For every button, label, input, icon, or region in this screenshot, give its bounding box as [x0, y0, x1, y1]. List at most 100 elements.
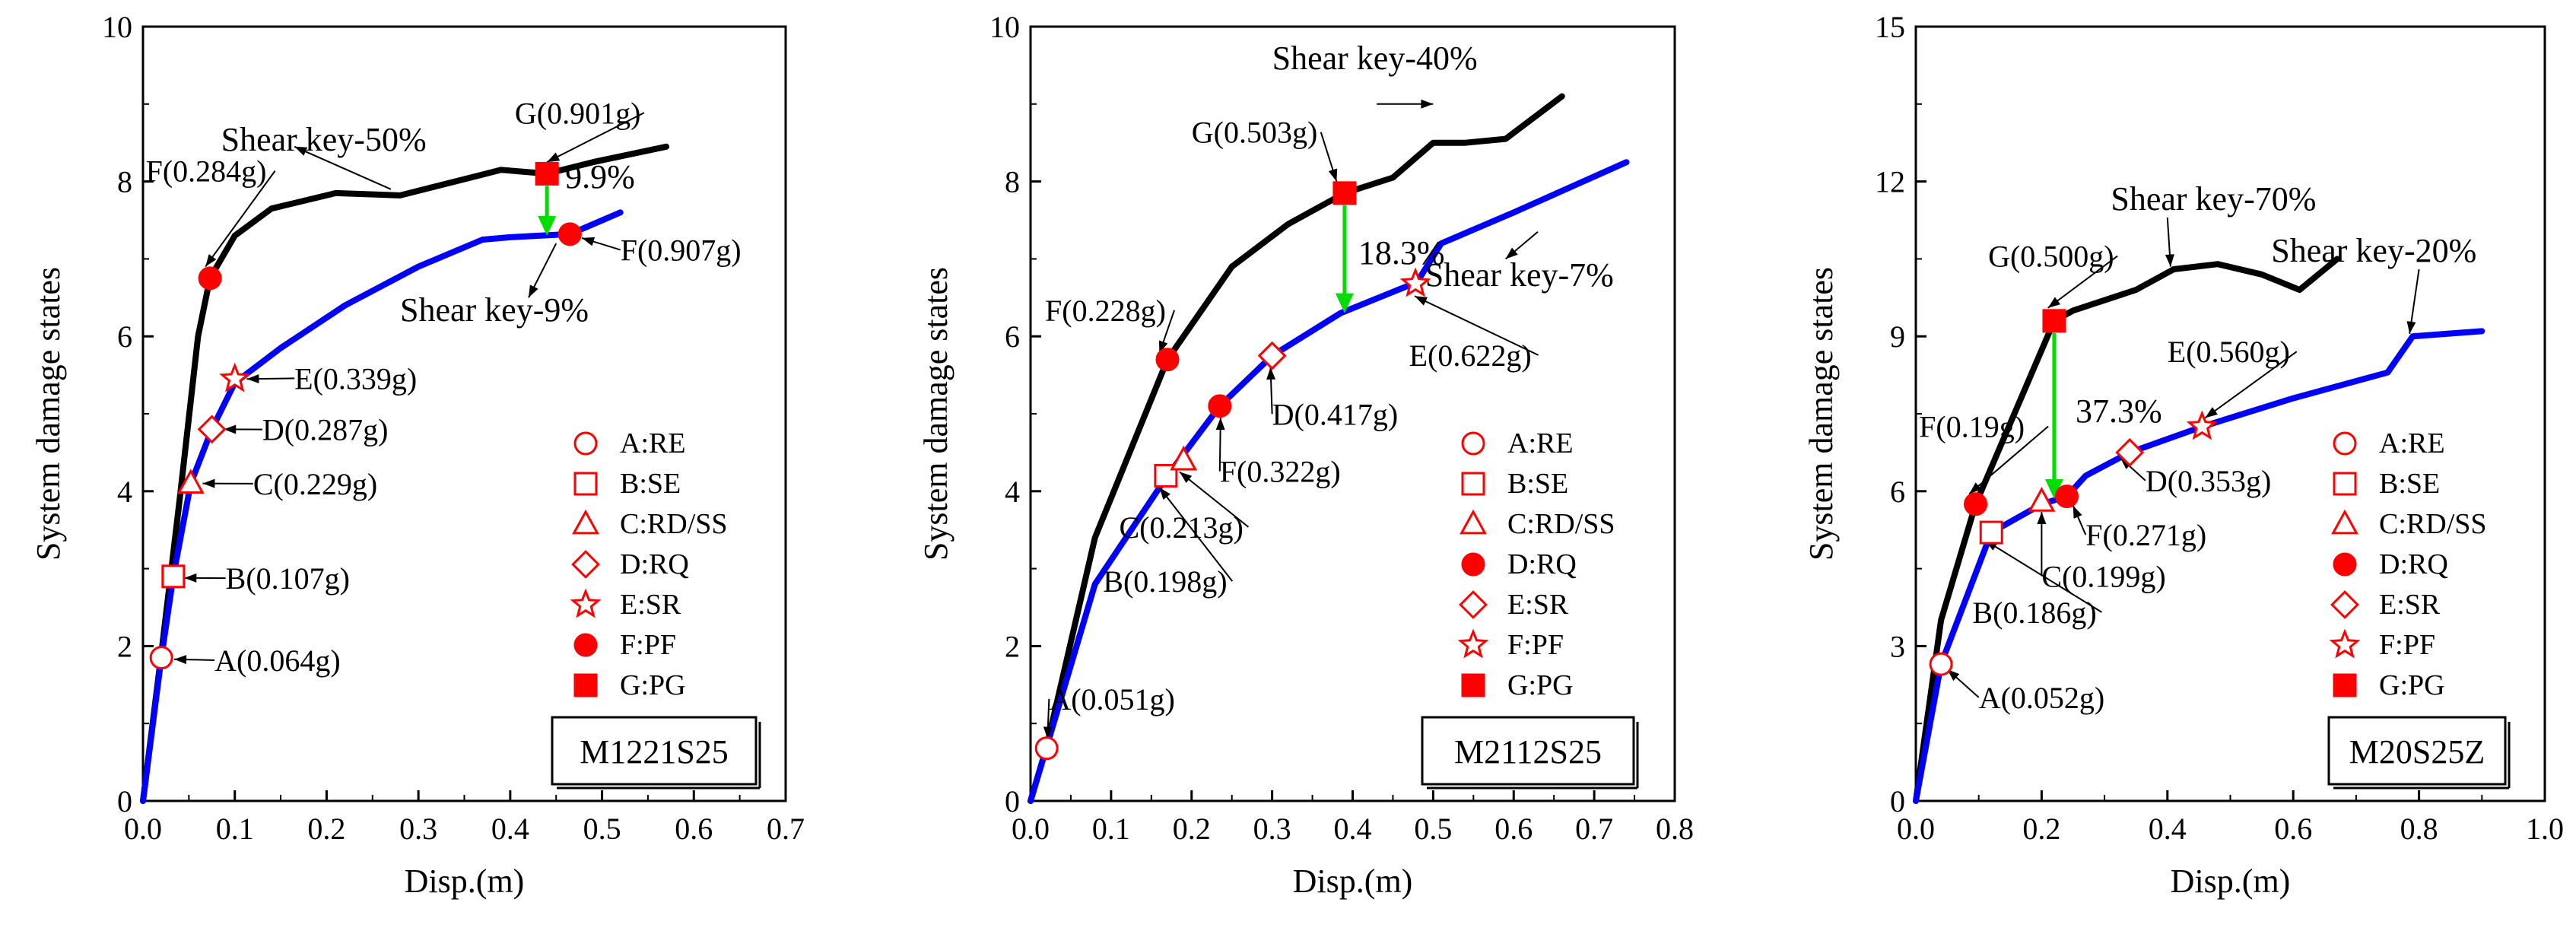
marker-square-open [161, 564, 186, 589]
point-label: B(0.198g) [1103, 564, 1227, 599]
legend-entry: F:PF [1507, 629, 1564, 661]
legend-marker [571, 550, 600, 579]
series-name-label: Shear key-70% [2111, 180, 2316, 218]
point-label-arrow-line [1158, 487, 1234, 582]
y-axis-label: System damage states [917, 267, 954, 561]
y-tick-label: 6 [117, 319, 132, 354]
series-name-arrow [2165, 218, 2174, 267]
series-line-black [1913, 256, 2341, 804]
point-label-arrow [246, 373, 295, 383]
x-tick-label: 0.4 [2149, 812, 2187, 846]
y-tick-label: 8 [1005, 165, 1020, 199]
series-line-blue [1913, 328, 2485, 804]
x-tick-label: 0.2 [2022, 812, 2060, 846]
legend-marker [2333, 431, 2357, 456]
marker-circle-filled [1155, 348, 1180, 372]
panel-id-box [1421, 716, 1635, 786]
point-label-arrow-head [1215, 418, 1225, 431]
point-label-arrow [2047, 255, 2118, 309]
point-label: F(0.271g) [2085, 518, 2206, 552]
point-label-arrow [1179, 471, 1250, 528]
gap-arrow-head [538, 215, 557, 236]
marker-diamond-open [1257, 341, 1287, 370]
y-tick-label: 6 [1890, 475, 1905, 509]
legend-marker [1461, 673, 1485, 697]
legend-entry: F:PF [620, 629, 676, 661]
x-tick-label: 0.6 [2274, 812, 2312, 846]
marker-circle-filled [1208, 394, 1232, 418]
series-name-label: Shear key-7% [1425, 256, 1614, 294]
marker-square-filled [535, 161, 559, 186]
marker-triangle-open [1170, 445, 1198, 471]
point-label-arrow-line [2204, 351, 2298, 419]
point-label: B(0.186g) [1972, 596, 2096, 630]
series-name-arrow [2406, 268, 2420, 334]
series-name-arrow [294, 145, 392, 190]
marker-circle-filled [557, 222, 582, 246]
point-label-arrow-line [1414, 295, 1539, 356]
series-name-arrow [1377, 99, 1434, 109]
marker-circle-filled [2054, 485, 2079, 509]
point-label-arrow-head [1266, 367, 1276, 380]
y-tick-label: 9 [1890, 319, 1905, 354]
point-label: C(0.229g) [253, 467, 377, 501]
point-label: A(0.051g) [1049, 682, 1175, 717]
point-label-arrow-head [224, 424, 237, 434]
legend-marker [2333, 552, 2357, 577]
point-label-arrow [205, 170, 276, 268]
point-label-arrow [2204, 351, 2298, 419]
series-name-label: Shear key-20% [2271, 232, 2476, 269]
marker-square-open [1979, 520, 2003, 545]
point-label-arrow [2072, 505, 2087, 535]
y-tick-label: 4 [117, 475, 132, 509]
y-axis-label: System damage states [30, 267, 67, 561]
point-label-arrow-head [1159, 487, 1170, 500]
x-tick-label: 0.6 [1494, 812, 1533, 846]
point-label-arrow-head [2047, 297, 2061, 308]
point-label-arrow-head [2037, 511, 2047, 524]
point-label-arrow-head [174, 655, 187, 665]
panel-id-label: M20S25Z [2349, 733, 2485, 771]
x-tick-label: 0.2 [307, 812, 345, 846]
point-label: C(0.199g) [2041, 559, 2165, 593]
series-name-arrow-head [1505, 247, 1518, 259]
point-label: F(0.228g) [1045, 294, 1166, 328]
point-label: E(0.339g) [294, 361, 417, 396]
series-name-arrow-head [1421, 99, 1434, 109]
legend-entry: A:RE [620, 427, 686, 459]
legend-entry: F:PF [2379, 629, 2435, 661]
x-tick-label: 1.0 [2526, 812, 2564, 846]
point-label-arrow [174, 655, 215, 665]
gap-arrow-head [1335, 293, 1354, 313]
y-tick-label: 12 [1875, 165, 1905, 199]
legend-marker [572, 509, 599, 535]
x-tick-label: 0.2 [1173, 812, 1211, 846]
series-name-arrow-line [294, 145, 392, 190]
x-tick-label: 0.3 [399, 812, 437, 846]
legend-entry: C:RD/SS [1507, 508, 1615, 540]
marker-square-filled [1332, 181, 1357, 205]
series-line-black [1028, 93, 1565, 804]
point-label-arrow-line [205, 170, 276, 268]
x-tick-label: 0.0 [1012, 812, 1050, 846]
chart-panel-1: 0.0 0.1 0.2 0.3 0.4 0.5 0.6 0.7 0 2 4 6 8 10 Disp.(m) S… [30, 10, 805, 900]
x-tick-label: 0.6 [675, 812, 713, 846]
chart-panel-3: 0.0 0.2 0.4 0.6 0.8 1.0 0 3 6 9 12 15 Disp.(m) System… [1803, 10, 2564, 900]
point-label-arrow-head [1179, 472, 1193, 484]
y-tick-label: 8 [117, 165, 132, 199]
x-tick-label: 0.8 [1656, 812, 1694, 846]
legend-marker [573, 633, 598, 657]
point-label-arrow [581, 237, 621, 251]
point-label-arrow-head [1043, 726, 1053, 739]
y-axis-label: System damage states [1803, 267, 1840, 561]
legend-marker [573, 431, 598, 456]
y-tick-label: 0 [117, 784, 132, 818]
y-tick-label: 10 [102, 10, 132, 44]
point-label-arrow [202, 478, 253, 488]
point-label-arrow-head [205, 254, 217, 267]
point-label: C(0.213g) [1119, 510, 1243, 545]
legend-entry: G:PG [2379, 669, 2445, 701]
legend-entry: A:RE [2379, 427, 2445, 459]
point-label-arrow [2037, 511, 2047, 577]
